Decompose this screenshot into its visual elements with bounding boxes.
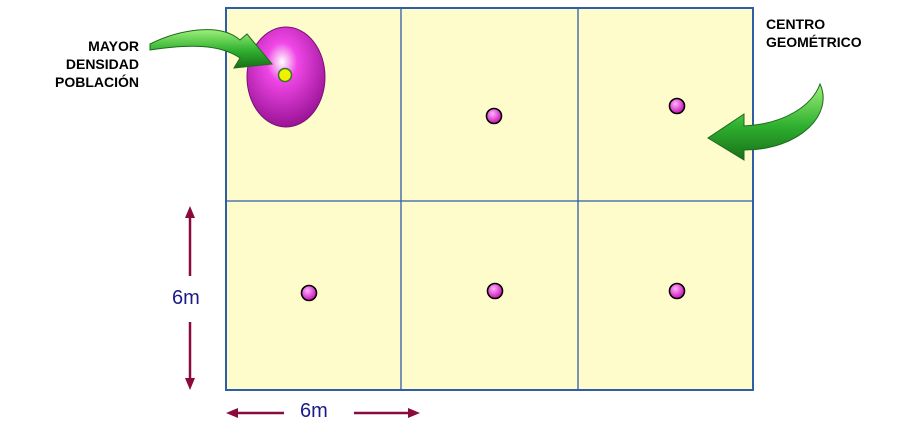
grid-cell-r2c3 <box>578 201 753 390</box>
grid-lines <box>225 7 754 391</box>
horizontal-dimension-arrow <box>226 408 420 418</box>
center-dot-r1c3 <box>668 97 686 115</box>
curved-arrow-left-icon <box>707 82 824 161</box>
vertical-dimension-label: 6m <box>172 287 200 309</box>
center-dot-r2c2 <box>486 282 504 300</box>
center-dot-r2c1 <box>300 284 318 302</box>
curved-arrow-right-icon <box>149 29 273 69</box>
center-dot-r1c2 <box>485 107 503 125</box>
horizontal-dimension-label: 6m <box>300 400 328 422</box>
density-center-dot <box>277 67 293 83</box>
density-label: MAYOR DENSIDAD POBLACIÓN <box>55 38 139 90</box>
geometric-center-label: CENTRO GEOMÉTRICO <box>766 16 862 50</box>
grid-cell-r1c3 <box>578 8 753 201</box>
grid-cell-r1c2 <box>401 8 578 201</box>
vertical-dimension-arrow <box>185 206 195 390</box>
center-dot-r2c3 <box>668 282 686 300</box>
